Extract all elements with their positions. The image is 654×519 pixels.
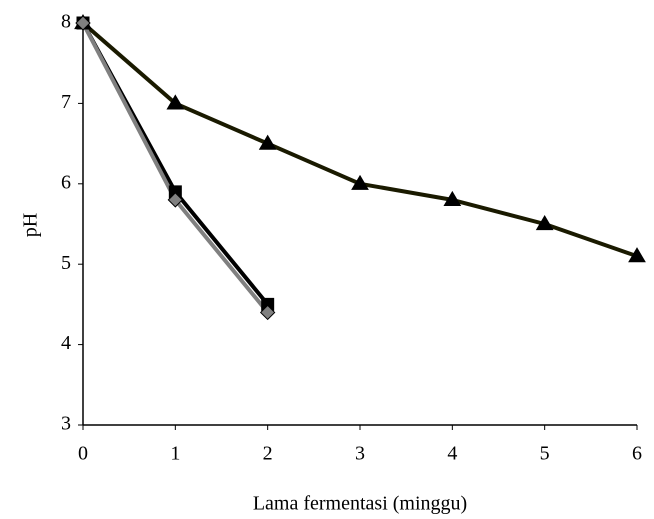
y-tick-label: 3 <box>61 413 71 435</box>
x-tick-label: 6 <box>632 443 642 465</box>
marker <box>168 185 182 199</box>
x-tick-label: 4 <box>447 443 457 465</box>
marker <box>535 215 554 231</box>
marker <box>351 174 369 190</box>
x-tick-label: 5 <box>540 443 550 465</box>
x-tick-label: 3 <box>355 443 365 465</box>
marker <box>443 190 462 206</box>
x-tick-label: 2 <box>263 443 273 465</box>
marker <box>166 94 185 110</box>
marker <box>261 297 275 311</box>
marker <box>167 192 184 208</box>
series-line <box>81 21 638 259</box>
y-tick-label: 4 <box>61 332 71 354</box>
marker <box>258 134 277 150</box>
y-tick-label: 7 <box>61 91 71 113</box>
marker <box>75 15 91 31</box>
y-tick-label: 5 <box>61 252 71 274</box>
y-tick-label: 6 <box>61 171 71 193</box>
y-axis-title: pH <box>20 213 42 237</box>
x-axis-title: Lama fermentasi (minggu) <box>253 493 467 515</box>
y-tick-label: 8 <box>61 11 71 33</box>
x-tick-label: 0 <box>78 443 88 465</box>
series-line <box>81 22 270 306</box>
marker <box>259 304 276 321</box>
marker <box>628 247 646 263</box>
x-tick-label: 1 <box>170 443 180 465</box>
